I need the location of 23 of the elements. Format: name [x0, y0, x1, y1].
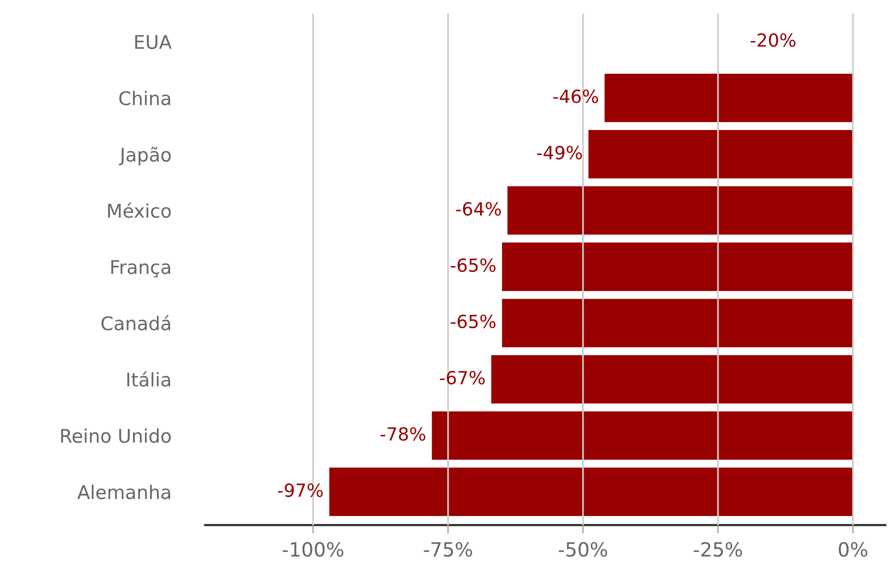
x-tick-label: -100%: [282, 542, 344, 557]
x-tick-label: 0%: [838, 542, 868, 557]
y-tick-label: França: [111, 260, 170, 278]
x-tick-label: -50%: [558, 542, 608, 557]
y-tick-label: Canadá: [101, 315, 170, 330]
x-tick-label: -75%: [424, 542, 472, 557]
data-label: -65%: [450, 258, 496, 272]
data-label: -64%: [456, 202, 501, 216]
data-label: -49%: [537, 146, 582, 160]
y-tick-label: México: [108, 202, 171, 218]
y-tick-label: Japão: [118, 146, 171, 166]
y-tick-label: Alemanha: [77, 484, 170, 500]
data-label: -67%: [440, 370, 485, 385]
y-tick-label: EUA: [135, 35, 172, 50]
data-label: -65%: [450, 314, 496, 328]
data-label: -97%: [278, 483, 323, 498]
x-tick-label: -25%: [694, 542, 742, 557]
data-label: -78%: [380, 427, 426, 441]
y-tick-label: Itália: [127, 371, 170, 387]
data-label: -46%: [553, 90, 598, 104]
annotation: -20%: [750, 33, 796, 47]
y-tick-label: China: [119, 90, 170, 106]
y-tick-label: Reino Unido: [61, 428, 171, 443]
